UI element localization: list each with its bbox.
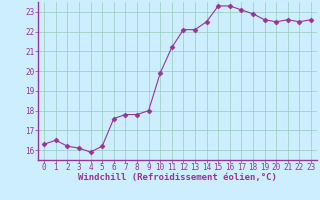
X-axis label: Windchill (Refroidissement éolien,°C): Windchill (Refroidissement éolien,°C)	[78, 173, 277, 182]
